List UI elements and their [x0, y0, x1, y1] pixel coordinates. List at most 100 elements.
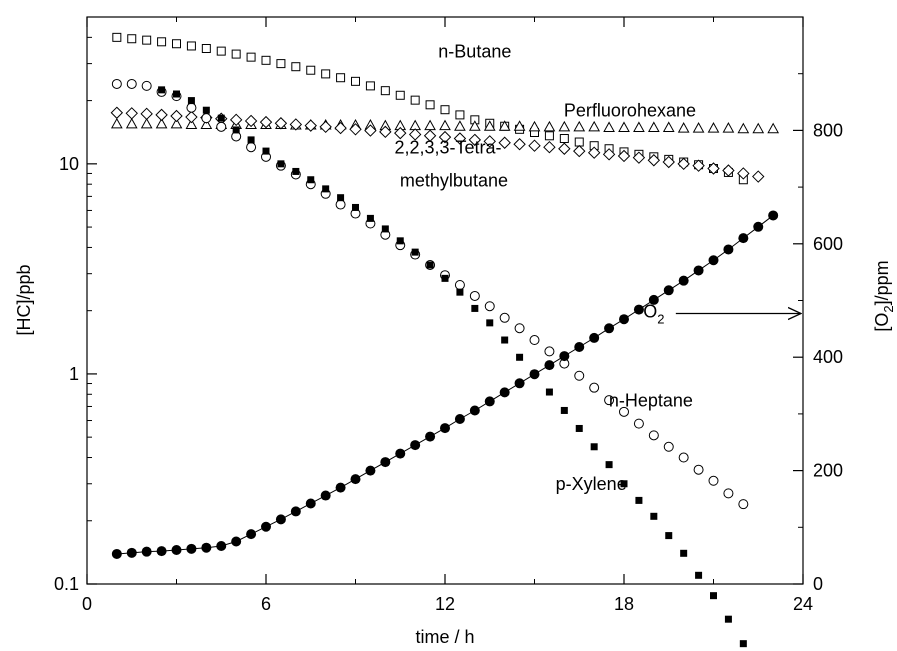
- data-point: [545, 388, 553, 396]
- data-point: [693, 464, 704, 475]
- data-point: [483, 120, 496, 131]
- data-point: [410, 95, 420, 105]
- data-point: [140, 117, 153, 129]
- data-point: [604, 323, 615, 334]
- data-point: [380, 457, 391, 468]
- data-point: [456, 288, 464, 296]
- x-tick-label: 24: [793, 594, 813, 614]
- right-y-axis-ticks: 0 200 400 600 800: [793, 73, 843, 594]
- data-point: [305, 498, 316, 509]
- data-point: [156, 546, 167, 557]
- data-point: [141, 546, 152, 557]
- data-point: [617, 149, 631, 163]
- data-point: [723, 488, 734, 499]
- data-point: [366, 214, 374, 222]
- data-point: [543, 120, 556, 132]
- data-point: [246, 52, 256, 62]
- data-point: [304, 119, 317, 132]
- data-point: [111, 78, 122, 89]
- data-point: [200, 118, 213, 129]
- data-point: [319, 120, 332, 134]
- data-point: [722, 122, 735, 133]
- data-point: [767, 122, 780, 134]
- data-point: [171, 544, 182, 555]
- data-point: [559, 351, 570, 362]
- data-point: [125, 107, 138, 120]
- left-y-tick-label: 0.1: [54, 574, 79, 594]
- data-point: [244, 114, 258, 128]
- data-point: [468, 133, 482, 147]
- data-point: [469, 405, 480, 416]
- data-point: [185, 110, 198, 124]
- data-point: [454, 280, 465, 291]
- data-point: [411, 248, 419, 256]
- data-point: [320, 490, 331, 501]
- x-axis-ticks: 0 6 12 18 24: [82, 17, 813, 614]
- data-point: [289, 118, 303, 131]
- data-point: [231, 49, 241, 59]
- data-point: [663, 441, 674, 452]
- data-point: [514, 378, 525, 389]
- data-point: [587, 146, 601, 159]
- data-point: [468, 120, 481, 131]
- series-o: [111, 210, 779, 559]
- data-point: [678, 275, 689, 286]
- data-point: [590, 443, 598, 451]
- data-point: [140, 107, 153, 121]
- data-point: [558, 120, 571, 132]
- data-point: [185, 118, 198, 129]
- data-point: [336, 73, 346, 83]
- data-point: [364, 124, 377, 137]
- data-point: [484, 396, 495, 407]
- data-point: [513, 120, 526, 131]
- data-point: [723, 244, 734, 255]
- data-point: [529, 369, 540, 380]
- data-point: [291, 62, 301, 72]
- data-point: [292, 167, 300, 175]
- data-point: [632, 151, 646, 164]
- data-point: [633, 304, 644, 315]
- data-point: [261, 55, 271, 65]
- data-point: [513, 138, 526, 151]
- data-point: [277, 160, 285, 168]
- x-tick-label: 12: [435, 594, 455, 614]
- data-point: [172, 39, 181, 49]
- x-tick-label: 18: [614, 594, 634, 614]
- data-point: [247, 136, 255, 144]
- right-y-tick-label: 200: [813, 461, 843, 481]
- data-point: [707, 162, 720, 175]
- data-point: [677, 122, 690, 133]
- series-line: [116, 215, 774, 555]
- data-point: [395, 448, 406, 459]
- data-point: [722, 164, 735, 177]
- data-point: [738, 499, 749, 510]
- data-point: [110, 117, 123, 129]
- data-point: [662, 155, 675, 169]
- data-point: [710, 592, 717, 600]
- data-point: [216, 46, 226, 56]
- data-point: [647, 154, 661, 167]
- data-point: [739, 640, 747, 648]
- data-point: [633, 121, 645, 132]
- left-y-tick-label: 1: [69, 364, 79, 384]
- data-point: [290, 506, 301, 517]
- data-point: [707, 122, 720, 133]
- series-n-heptane: [111, 78, 749, 510]
- series-layer: [110, 32, 780, 648]
- data-point: [619, 406, 629, 417]
- data-point: [424, 119, 436, 131]
- data-point: [574, 370, 585, 381]
- data-point: [558, 142, 571, 155]
- data-point: [618, 121, 630, 132]
- data-point: [471, 304, 479, 312]
- annotation-label: p-Xylene: [556, 474, 627, 494]
- data-point: [528, 120, 541, 132]
- annotation-label: methylbutane: [400, 171, 508, 191]
- series-p-xylene: [158, 86, 747, 648]
- data-point: [677, 157, 690, 171]
- data-point: [708, 475, 719, 486]
- annotation-label: n-Butane: [438, 42, 511, 62]
- data-point: [665, 532, 673, 540]
- data-point: [216, 541, 227, 552]
- data-point: [217, 114, 225, 122]
